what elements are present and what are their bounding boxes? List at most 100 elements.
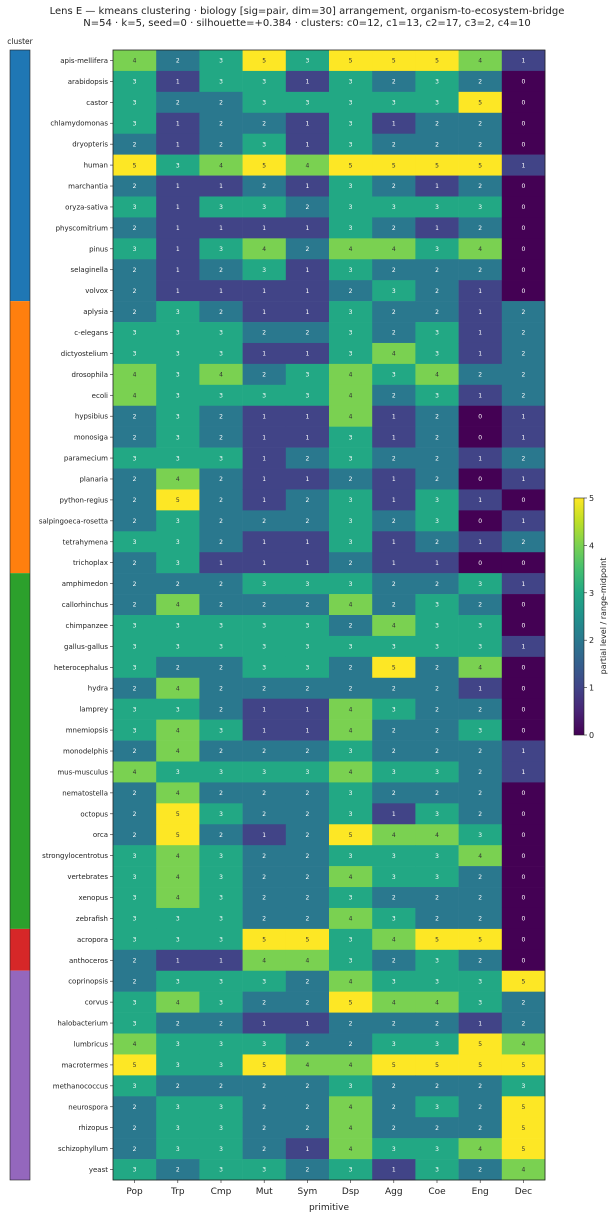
heatmap-cell (113, 447, 157, 469)
cell-value-label: 1 (305, 267, 309, 274)
cell-value-label: 2 (133, 581, 137, 588)
cell-value-label: 2 (478, 1125, 482, 1132)
row-label: dryopteris (72, 141, 108, 149)
heatmap-cell (156, 1117, 200, 1139)
row-label: drosophila (72, 371, 108, 379)
heatmap-cell (372, 70, 416, 93)
heatmap-cell (458, 489, 503, 511)
cell-value-label: 1 (219, 957, 223, 964)
heatmap-cell (501, 887, 546, 909)
cell-value-label: 4 (435, 999, 439, 1006)
cell-value-label: 4 (521, 1041, 525, 1048)
cell-value-label: 1 (478, 1020, 482, 1027)
row-label: c-elegans (74, 329, 108, 337)
heatmap-cell (501, 1075, 546, 1097)
cell-value-label: 2 (262, 811, 266, 818)
heatmap-cell (156, 907, 200, 930)
cell-value-label: 3 (305, 644, 309, 651)
heatmap-cell (199, 907, 243, 930)
heatmap-cell (156, 1075, 200, 1097)
heatmap-cell (501, 405, 546, 427)
cell-value-label: 1 (305, 727, 309, 734)
cell-value-label: 2 (349, 476, 353, 483)
cell-value-label: 2 (349, 685, 353, 692)
cell-value-label: 2 (133, 790, 137, 797)
heatmap-cell (113, 531, 157, 553)
heatmap-cell (285, 175, 330, 197)
heatmap-cell (156, 175, 200, 197)
cell-value-label: 4 (392, 623, 396, 630)
heatmap-cell (501, 154, 546, 176)
heatmap-cell (458, 384, 503, 407)
cell-value-label: 3 (349, 204, 353, 211)
cell-value-label: 4 (176, 999, 180, 1006)
heatmap-cell (458, 70, 503, 93)
heatmap-cell (329, 426, 373, 448)
heatmap-cell (285, 384, 330, 407)
heatmap-cell (372, 405, 416, 427)
cell-value-label: 2 (435, 267, 439, 274)
heatmap-cell (113, 552, 157, 574)
cell-value-label: 3 (219, 874, 223, 881)
heatmap-cell (415, 719, 459, 741)
heatmap-cell (415, 1117, 459, 1139)
cell-value-label: 4 (349, 392, 353, 399)
cell-value-label: 1 (305, 79, 309, 86)
heatmap-cell (199, 573, 243, 595)
cell-value-label: 2 (392, 1020, 396, 1027)
heatmap-cell (199, 91, 243, 114)
heatmap-cell (501, 761, 546, 783)
cell-value-label: 4 (478, 853, 482, 860)
heatmap-cell (113, 615, 157, 637)
cell-value-label: 2 (133, 978, 137, 985)
heatmap-cell (199, 740, 243, 762)
heatmap-cell (458, 970, 503, 992)
cell-value-label: 3 (133, 1020, 137, 1027)
row-label: pinus (89, 245, 108, 253)
row-label: zebrafish (76, 915, 108, 923)
colorbar-tick-label: 1 (589, 684, 594, 693)
cell-value-label: 1 (521, 748, 525, 755)
cell-value-label: 2 (392, 727, 396, 734)
cell-value-label: 5 (262, 58, 266, 65)
cell-value-label: 2 (478, 874, 482, 881)
cell-value-label: 1 (392, 1167, 396, 1174)
heatmap-cell (501, 803, 546, 825)
heatmap-cell (329, 907, 373, 930)
cell-value-label: 2 (305, 602, 309, 609)
heatmap-cell (458, 217, 503, 239)
cell-value-label: 2 (262, 685, 266, 692)
heatmap-cell (242, 824, 287, 846)
cell-value-label: 2 (392, 183, 396, 190)
cell-value-label: 3 (219, 644, 223, 651)
heatmap-cell (501, 50, 546, 72)
heatmap-cell (372, 656, 416, 679)
heatmap-cell (372, 1138, 416, 1160)
cell-value-label: 2 (262, 895, 266, 902)
cell-value-label: 3 (176, 413, 180, 420)
heatmap-cell (285, 489, 330, 511)
cell-value-label: 2 (392, 79, 396, 86)
heatmap-cell (285, 426, 330, 448)
cell-value-label: 2 (435, 790, 439, 797)
row-label: paramecium (64, 455, 108, 463)
cell-value-label: 2 (262, 1125, 266, 1132)
cell-value-label: 3 (133, 874, 137, 881)
heatmap-cell (501, 1054, 546, 1076)
cell-value-label: 3 (219, 811, 223, 818)
heatmap-cell (156, 91, 200, 114)
cell-value-label: 2 (219, 581, 223, 588)
row-label: octopus (80, 810, 108, 818)
heatmap-cell (372, 824, 416, 846)
cell-value-label: 5 (262, 162, 266, 169)
cell-value-label: 2 (133, 288, 137, 295)
cell-value-label: 5 (176, 811, 180, 818)
cell-value-label: 5 (521, 1125, 525, 1132)
heatmap-cell (113, 824, 157, 846)
heatmap-cell (242, 1075, 287, 1097)
heatmap-cell (372, 1054, 416, 1076)
cell-value-label: 5 (478, 100, 482, 107)
cluster-segment-c3 (10, 928, 30, 971)
cell-value-label: 0 (521, 853, 525, 860)
cell-value-label: 3 (349, 853, 353, 860)
